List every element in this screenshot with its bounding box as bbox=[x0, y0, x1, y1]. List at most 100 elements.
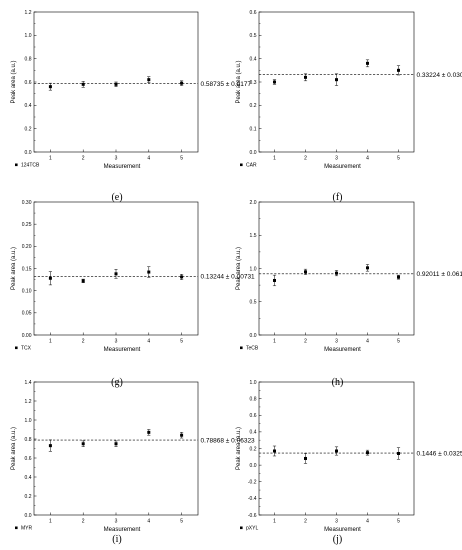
x-tick-label: 2 bbox=[82, 339, 85, 345]
legend-marker bbox=[240, 526, 243, 530]
x-tick-label: 4 bbox=[366, 156, 369, 162]
y-axis-label: Peak area (a.u.) bbox=[236, 247, 242, 290]
data-point bbox=[81, 82, 85, 86]
y-tick-label: 1.0 bbox=[25, 33, 32, 39]
x-tick-label: 1 bbox=[49, 519, 52, 525]
y-tick-label: 0.2 bbox=[25, 494, 32, 500]
y-tick-label: 0.4 bbox=[25, 475, 32, 481]
data-point bbox=[304, 270, 307, 274]
y-tick-label: 0.8 bbox=[25, 56, 32, 62]
data-point bbox=[114, 442, 118, 446]
x-tick-label: 1 bbox=[273, 156, 276, 162]
x-tick-label: 2 bbox=[304, 519, 307, 525]
x-tick-label: 1 bbox=[273, 339, 276, 345]
y-tick-label: 0.8 bbox=[25, 437, 32, 443]
x-axis-label: Measurement bbox=[104, 527, 141, 533]
x-tick-label: 5 bbox=[180, 339, 183, 345]
x-tick-label: 3 bbox=[115, 156, 118, 162]
y-tick-label: 1.0 bbox=[25, 418, 32, 424]
x-tick-label: 5 bbox=[397, 339, 400, 345]
mean-annotation: 0.92011 ± 0.06172 bbox=[417, 271, 462, 278]
plot-frame bbox=[258, 201, 415, 336]
legend-marker bbox=[15, 163, 18, 167]
y-axis-label: Peak area (a.u.) bbox=[11, 427, 17, 470]
x-tick-label: 4 bbox=[366, 339, 369, 345]
data-point bbox=[304, 456, 307, 460]
data-point bbox=[366, 61, 369, 65]
y-tick-label: 0.2 bbox=[250, 103, 257, 109]
data-point bbox=[180, 81, 184, 85]
y-tick-label: 0.00 bbox=[22, 333, 32, 339]
y-tick-label: 1.2 bbox=[25, 399, 32, 405]
chart-panel: 0.0 0.5 1.0 1.5 2.0 1 2 3 4 5 Peak area (a.u.) Meas… bbox=[236, 200, 462, 388]
legend-label: CAR bbox=[246, 163, 257, 169]
data-point bbox=[366, 266, 369, 270]
y-axis-label: Peak area (a.u.) bbox=[11, 60, 17, 103]
y-tick-label: 0.0 bbox=[250, 333, 257, 339]
plot-frame bbox=[33, 201, 199, 336]
mean-annotation: 0.78868 ± 0.06323 bbox=[201, 437, 256, 444]
data-point bbox=[114, 272, 118, 276]
x-tick-label: 3 bbox=[115, 339, 118, 345]
data-point bbox=[147, 78, 151, 82]
data-point bbox=[273, 449, 276, 453]
y-axis-label: Peak area (a.u.) bbox=[11, 247, 17, 290]
data-point bbox=[335, 449, 338, 453]
data-point bbox=[48, 444, 52, 448]
y-tick-label: 0.6 bbox=[250, 10, 257, 16]
x-axis-label: Measurement bbox=[324, 164, 361, 170]
panel-caption: (e) bbox=[111, 192, 122, 203]
y-tick-label: 0.0 bbox=[250, 463, 257, 469]
y-tick-label: -0.4 bbox=[248, 496, 257, 502]
data-point bbox=[180, 275, 184, 279]
y-tick-label: 1.4 bbox=[25, 380, 32, 386]
x-axis-label: Measurement bbox=[324, 347, 361, 353]
data-point bbox=[180, 433, 184, 437]
chart-panel: 0.00 0.05 0.10 0.15 0.20 0.25 0.30 1 2 3 4 5 Peak ar… bbox=[11, 200, 255, 388]
x-tick-label: 2 bbox=[82, 156, 85, 162]
y-tick-label: 0.4 bbox=[250, 430, 257, 436]
data-point bbox=[397, 68, 400, 72]
chart-panel: 0.0 0.2 0.4 0.6 0.8 1.0 1.2 1 2 3 4 5 Peak area (a.u… bbox=[11, 10, 251, 203]
x-tick-label: 3 bbox=[115, 519, 118, 525]
data-point bbox=[335, 78, 338, 82]
x-tick-label: 5 bbox=[180, 519, 183, 525]
legend-marker bbox=[15, 346, 18, 350]
panel-caption: (i) bbox=[112, 534, 121, 545]
y-tick-label: 0.3 bbox=[250, 80, 257, 86]
y-tick-label: 0.25 bbox=[22, 222, 32, 228]
legend-marker bbox=[240, 163, 243, 167]
y-tick-label: 0.1 bbox=[250, 126, 257, 132]
panel-caption: (f) bbox=[333, 192, 343, 203]
plot-frame bbox=[33, 381, 199, 516]
x-tick-label: 1 bbox=[49, 339, 52, 345]
y-tick-label: -0.6 bbox=[248, 513, 257, 519]
y-tick-label: 0.30 bbox=[22, 200, 32, 206]
data-point bbox=[273, 278, 276, 282]
data-point bbox=[48, 85, 52, 89]
y-tick-label: 1.0 bbox=[250, 266, 257, 272]
x-axis-label: Measurement bbox=[104, 164, 141, 170]
x-axis-label: Measurement bbox=[324, 527, 361, 533]
x-tick-label: 4 bbox=[147, 156, 150, 162]
y-tick-label: 0.15 bbox=[22, 266, 32, 272]
panel-caption: (j) bbox=[333, 534, 342, 545]
y-tick-label: 0.05 bbox=[22, 311, 32, 317]
y-tick-label: 0.0 bbox=[25, 150, 32, 156]
panel-caption: (g) bbox=[111, 377, 123, 388]
data-point bbox=[273, 80, 276, 84]
x-tick-label: 4 bbox=[366, 519, 369, 525]
y-tick-label: 1.5 bbox=[250, 233, 257, 239]
x-tick-label: 2 bbox=[82, 519, 85, 525]
y-tick-label: 0.5 bbox=[250, 300, 257, 306]
x-tick-label: 1 bbox=[49, 156, 52, 162]
y-tick-label: -0.2 bbox=[248, 480, 257, 486]
y-tick-label: 0.2 bbox=[25, 126, 32, 132]
legend-label: pXYL bbox=[246, 526, 258, 532]
y-tick-label: 0.5 bbox=[250, 33, 257, 39]
data-point bbox=[366, 451, 369, 455]
y-tick-label: 0.20 bbox=[22, 244, 32, 250]
mean-annotation: 0.33224 ± 0.03011 bbox=[417, 72, 462, 79]
y-tick-label: 1.0 bbox=[250, 380, 257, 386]
